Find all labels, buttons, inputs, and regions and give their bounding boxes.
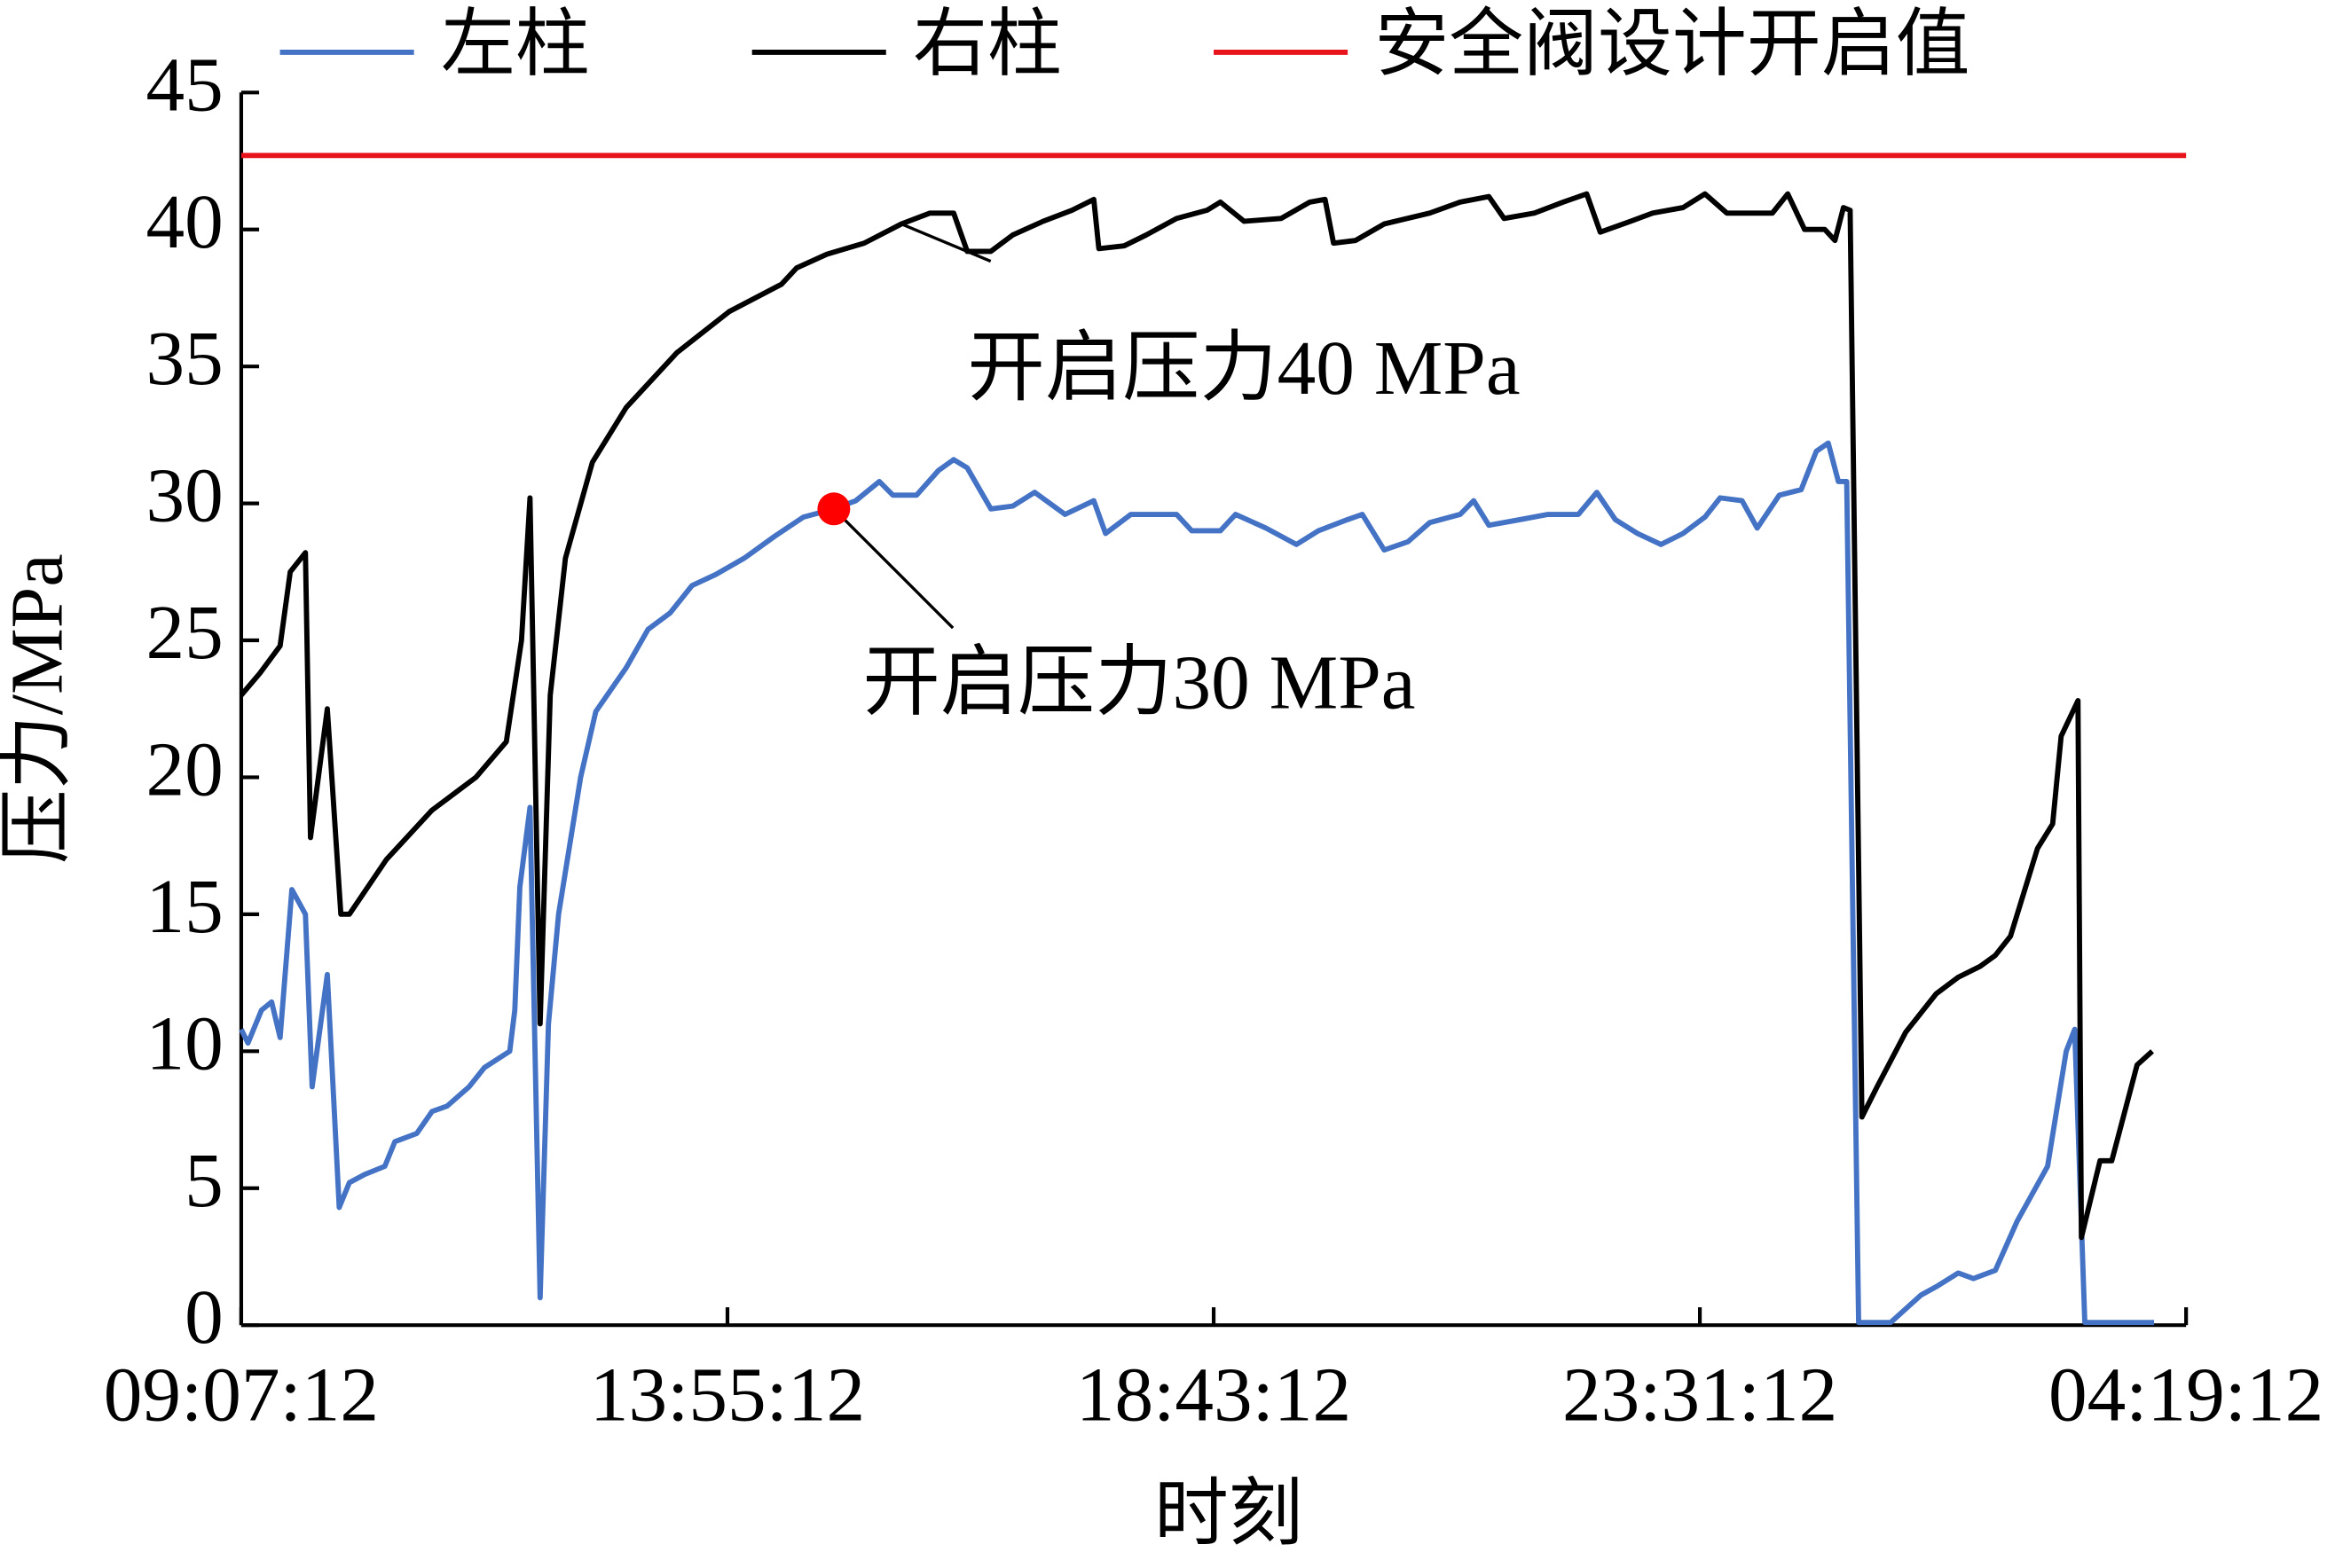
series-line — [239, 440, 2155, 1326]
x-tick-label: 18:43:12 — [1076, 1351, 1351, 1437]
y-tick-label: 25 — [146, 589, 224, 675]
x-tick-label: 04:19:12 — [2048, 1351, 2323, 1437]
y-tick-label: 35 — [146, 315, 224, 401]
y-axis-label: 压力/MPa — [0, 553, 79, 864]
x-tick-label: 09:07:12 — [104, 1351, 379, 1437]
y-tick-label: 10 — [146, 1000, 224, 1086]
legend-label: 左柱 — [441, 4, 590, 86]
annotation-marker — [817, 492, 851, 526]
x-tick-label: 23:31:12 — [1562, 1351, 1837, 1437]
y-tick-label: 30 — [146, 452, 224, 538]
y-tick-label: 20 — [146, 725, 224, 811]
y-tick-label: 0 — [185, 1274, 224, 1360]
annotation-label: 开启压力30 MPa — [862, 639, 1415, 725]
annotation-label: 开启压力40 MPa — [968, 325, 1521, 411]
legend-label: 安全阀设计开启值 — [1374, 4, 1969, 86]
y-tick-label: 40 — [146, 178, 224, 264]
annotation-leader — [900, 223, 992, 263]
x-tick-label: 13:55:12 — [590, 1351, 865, 1437]
x-axis-label: 时刻 — [1154, 1473, 1303, 1556]
legend-label: 右柱 — [913, 4, 1062, 86]
y-tick-label: 5 — [185, 1137, 224, 1223]
annotation-leader — [832, 507, 955, 630]
y-tick-label: 15 — [146, 863, 224, 949]
series-line — [239, 191, 2155, 1241]
y-tick-label: 45 — [146, 41, 224, 127]
